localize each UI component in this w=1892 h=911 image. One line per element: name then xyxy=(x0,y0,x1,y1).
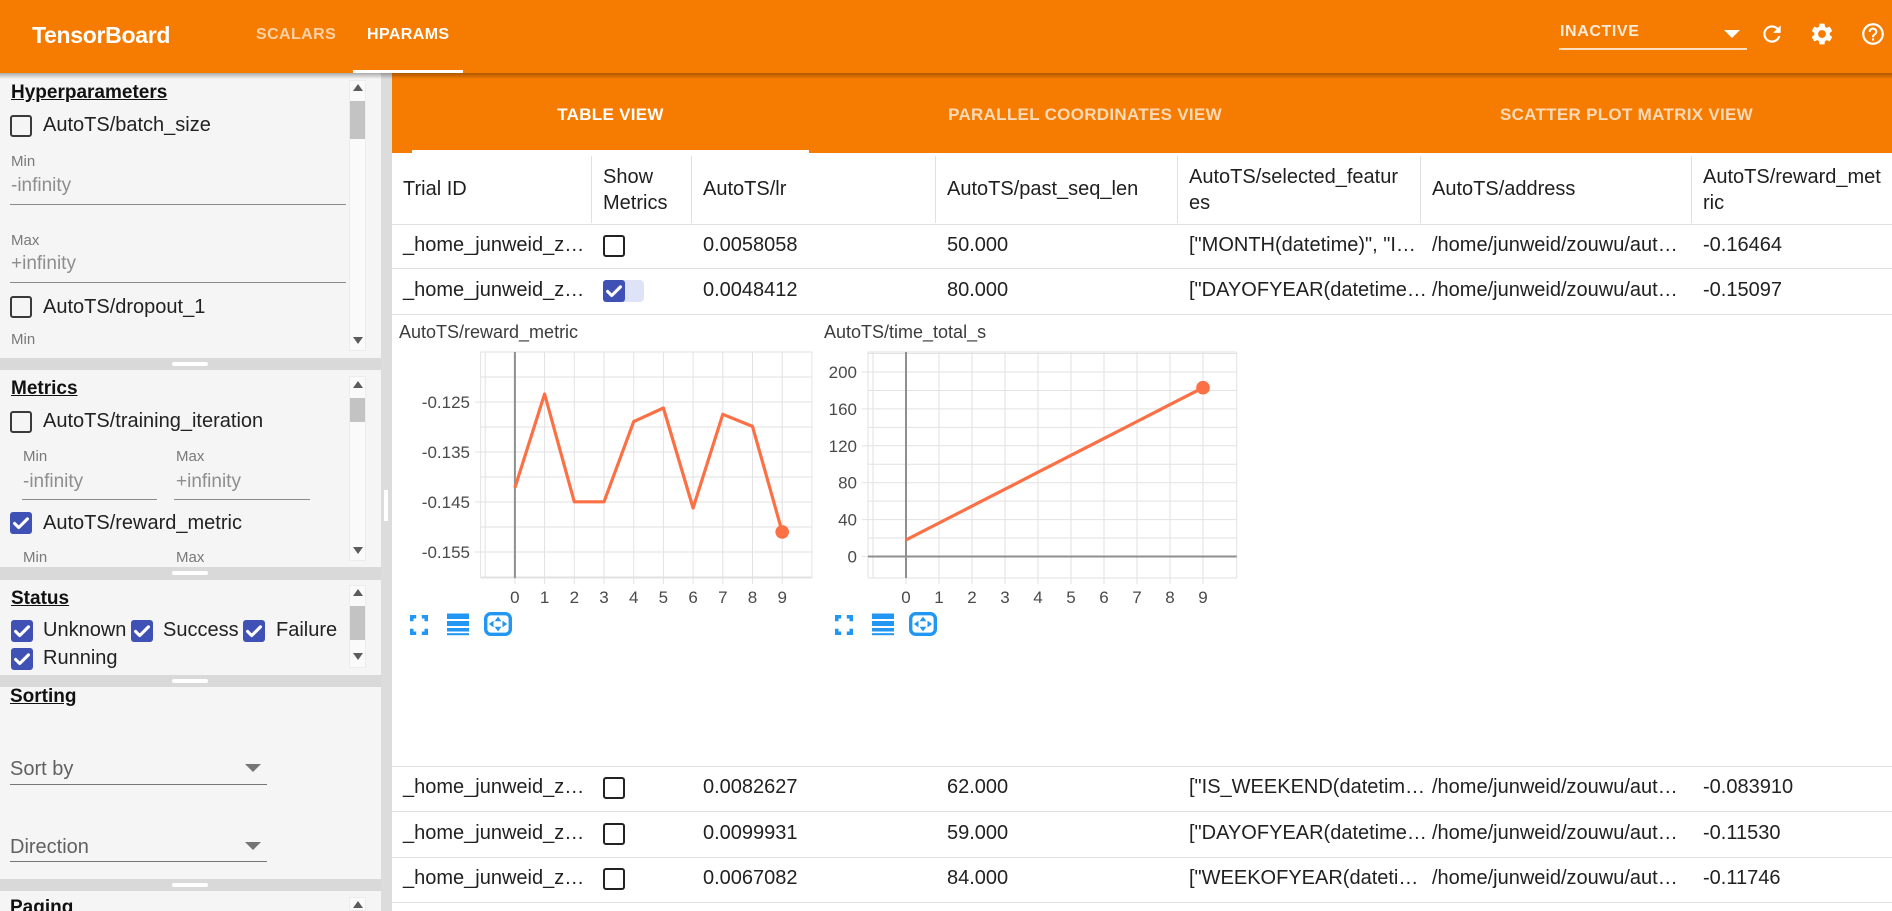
svg-text:5: 5 xyxy=(659,588,668,607)
svg-text:2: 2 xyxy=(967,588,976,607)
svg-text:-0.135: -0.135 xyxy=(422,443,470,462)
svg-text:7: 7 xyxy=(718,588,727,607)
svg-text:8: 8 xyxy=(748,588,757,607)
svg-text:6: 6 xyxy=(688,588,697,607)
svg-text:7: 7 xyxy=(1132,588,1141,607)
svg-text:160: 160 xyxy=(829,400,857,419)
svg-text:9: 9 xyxy=(1198,588,1207,607)
svg-text:8: 8 xyxy=(1165,588,1174,607)
svg-text:120: 120 xyxy=(829,437,857,456)
svg-text:3: 3 xyxy=(599,588,608,607)
svg-text:9: 9 xyxy=(777,588,786,607)
svg-text:4: 4 xyxy=(629,588,638,607)
svg-text:0: 0 xyxy=(848,548,857,567)
svg-text:40: 40 xyxy=(838,511,857,530)
svg-text:2: 2 xyxy=(570,588,579,607)
svg-text:0: 0 xyxy=(510,588,519,607)
svg-text:5: 5 xyxy=(1066,588,1075,607)
svg-text:80: 80 xyxy=(838,474,857,493)
svg-text:1: 1 xyxy=(934,588,943,607)
svg-text:200: 200 xyxy=(829,363,857,382)
svg-text:6: 6 xyxy=(1099,588,1108,607)
svg-text:4: 4 xyxy=(1033,588,1042,607)
svg-text:-0.155: -0.155 xyxy=(422,543,470,562)
svg-text:0: 0 xyxy=(901,588,910,607)
svg-text:-0.125: -0.125 xyxy=(422,393,470,412)
svg-text:-0.145: -0.145 xyxy=(422,493,470,512)
svg-text:3: 3 xyxy=(1000,588,1009,607)
svg-text:1: 1 xyxy=(540,588,549,607)
